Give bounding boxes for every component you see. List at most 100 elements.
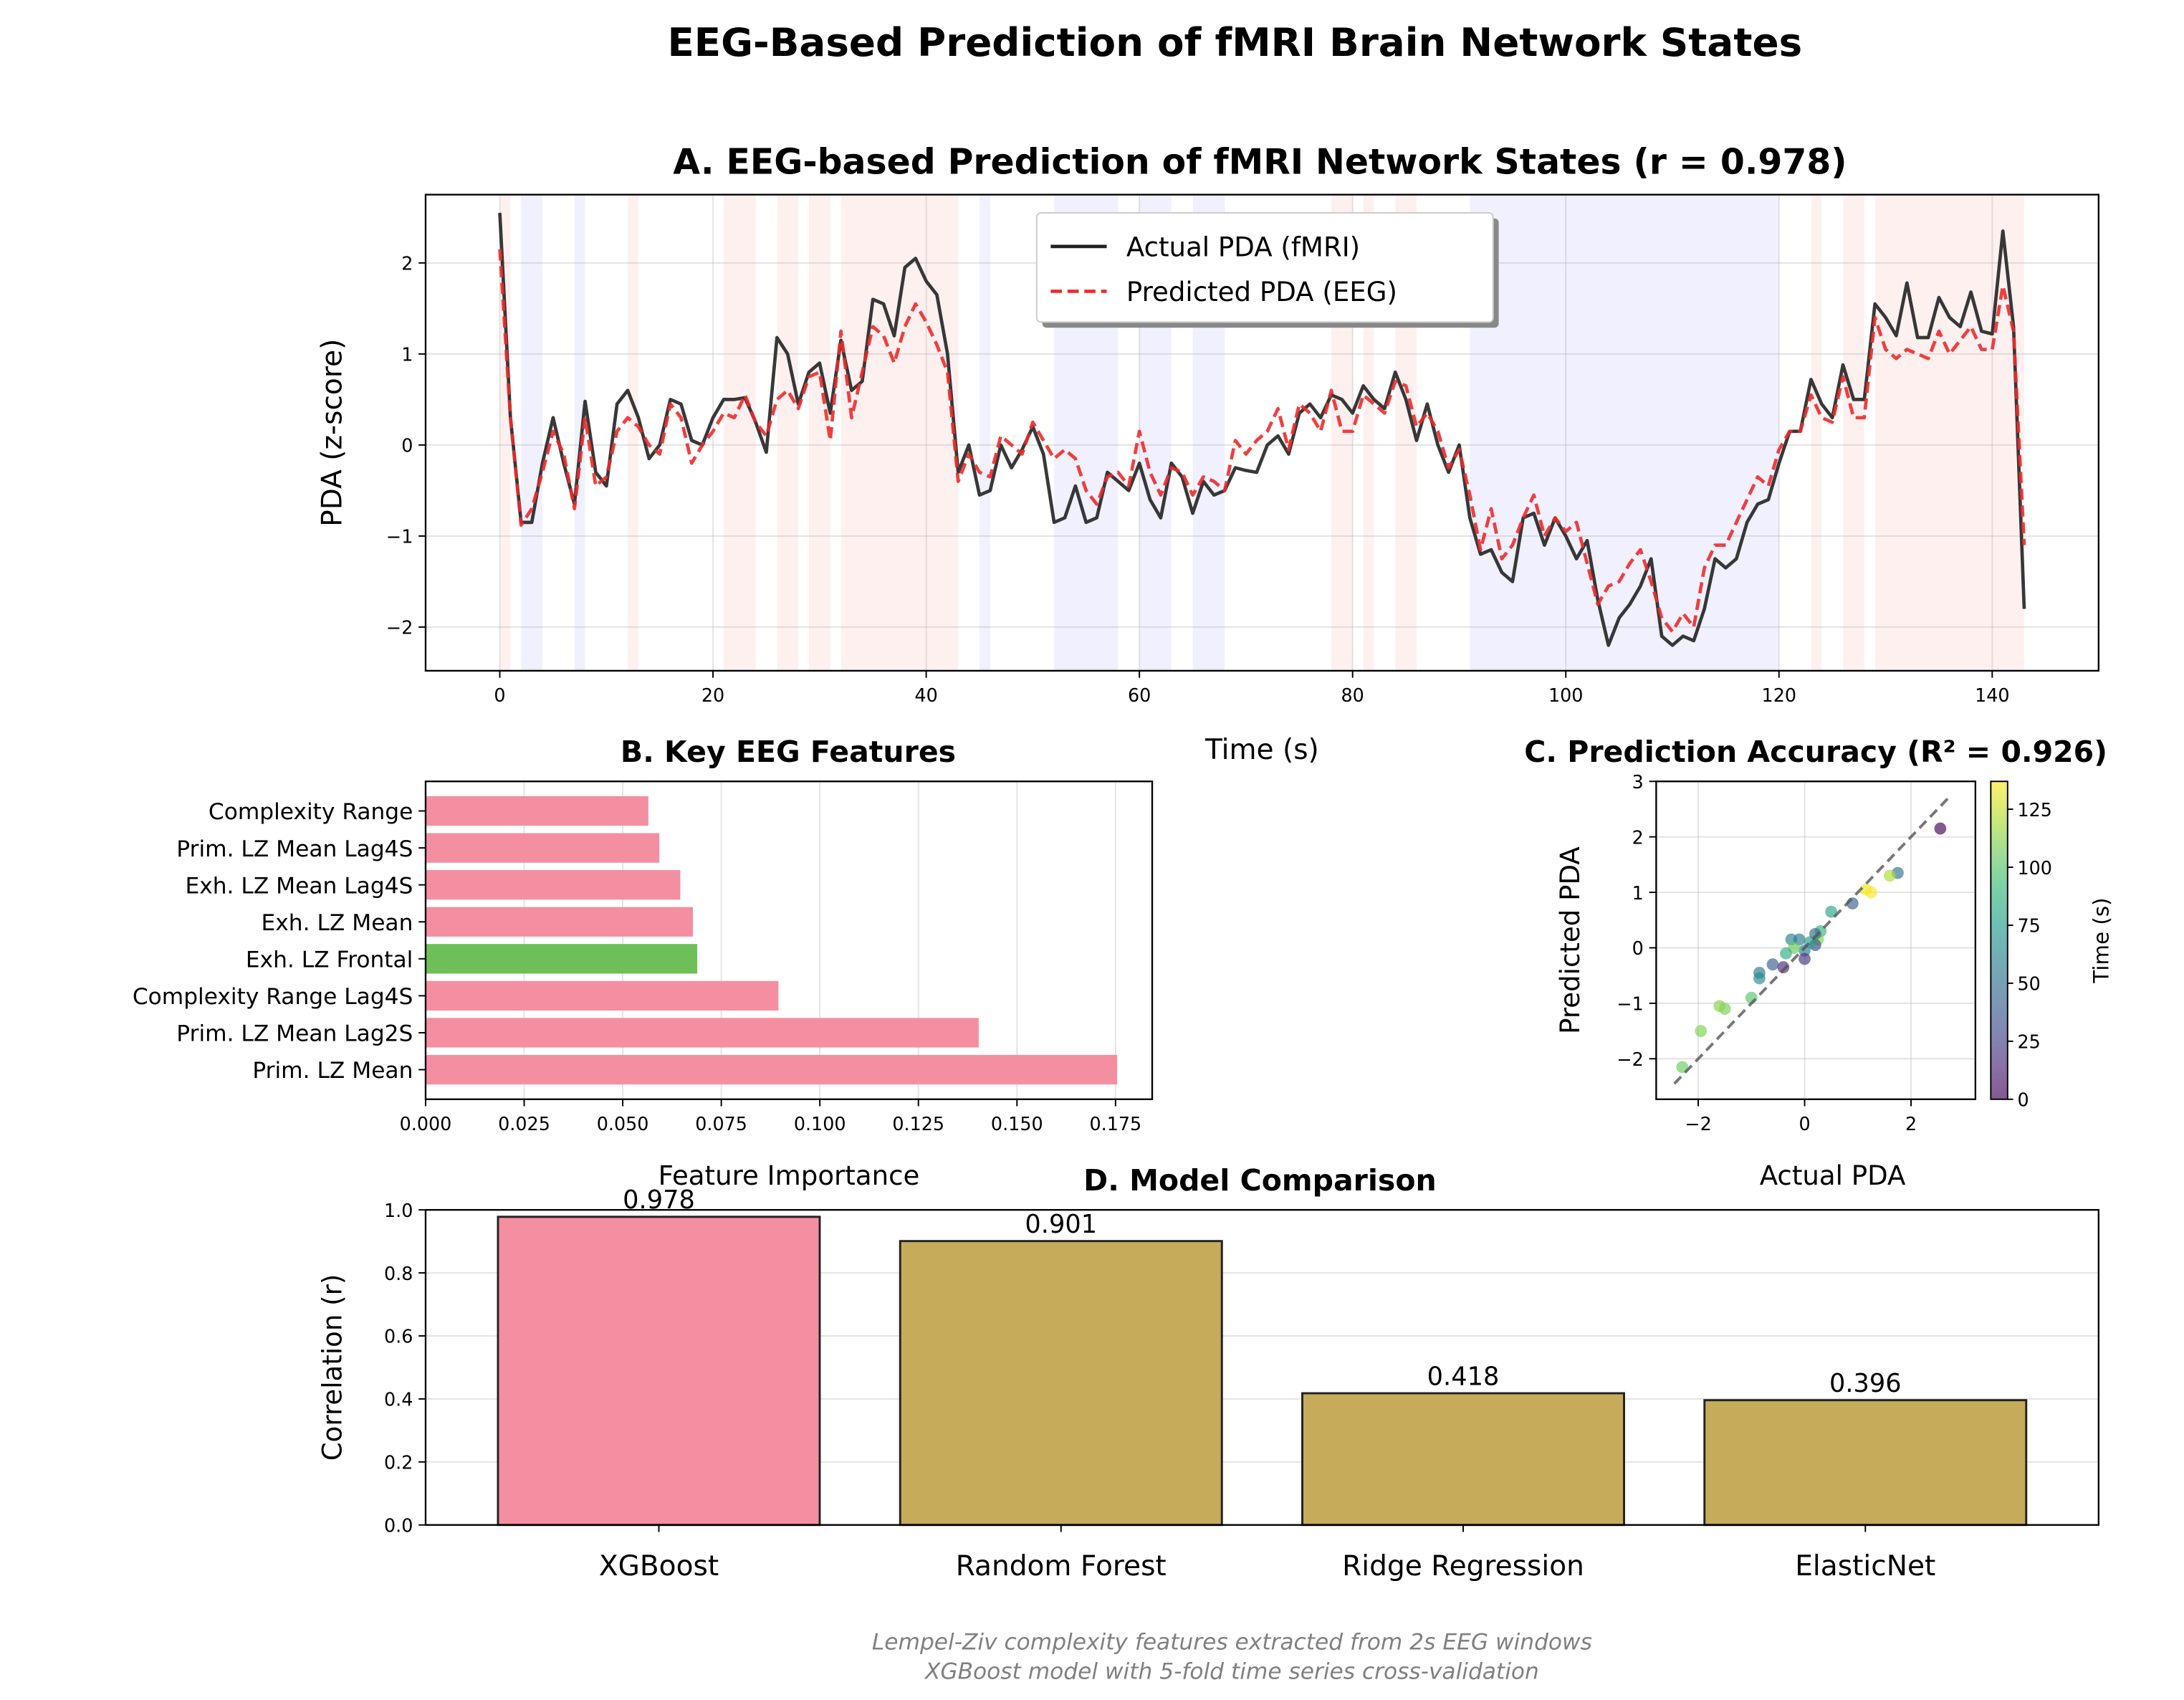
scatter-point <box>1883 869 1896 882</box>
colorbar-tick-label: 0 <box>2017 1089 2029 1111</box>
state-region <box>723 194 756 671</box>
bar <box>425 833 660 863</box>
x-tick-label: 0.000 <box>400 1113 452 1135</box>
bar <box>899 1240 1223 1527</box>
y-tick-label: Prim. LZ Mean Lag2S <box>176 1021 413 1047</box>
x-tick-label: 80 <box>1341 684 1364 706</box>
scatter-point <box>1753 972 1766 985</box>
x-axis-label: Time (s) <box>1204 734 1319 766</box>
y-tick-label: 0 <box>1632 937 1644 959</box>
figure-title: EEG-Based Prediction of fMRI Brain Netwo… <box>667 19 1802 65</box>
series-line <box>498 249 2026 634</box>
y-tick-label: 0.0 <box>384 1515 413 1537</box>
x-tick-label: 0.100 <box>794 1113 846 1135</box>
legend <box>1035 212 1494 323</box>
colorbar-label: Time (s) <box>2089 897 2113 983</box>
scatter-point <box>1676 1061 1689 1074</box>
x-tick-label: 0 <box>494 684 505 706</box>
state-region <box>521 194 543 671</box>
x-axis-label: Actual PDA <box>1760 1160 1906 1191</box>
bar <box>1703 1399 2028 1527</box>
x-tick-label: Random Forest <box>956 1550 1167 1582</box>
bar <box>1301 1392 1625 1527</box>
colorbar-tick-label: 125 <box>2017 799 2051 821</box>
x-tick-label: 0.075 <box>695 1113 747 1135</box>
y-tick-label: 0.2 <box>384 1452 413 1474</box>
axes-frame <box>424 780 1154 1100</box>
y-tick-label: 1 <box>1632 882 1644 904</box>
y-tick-label: 0.8 <box>384 1263 413 1284</box>
bar <box>425 907 694 937</box>
bar <box>425 1018 979 1048</box>
y-tick-label: 1 <box>401 344 413 366</box>
y-tick-label: Exh. LZ Frontal <box>246 947 413 973</box>
colorbar <box>1990 780 2008 1100</box>
scatter-point <box>1799 952 1811 965</box>
x-axis-label: Feature Importance <box>658 1160 920 1191</box>
legend-label: Actual PDA (fMRI) <box>1126 232 1360 263</box>
chart-title: B. Key EEG Features <box>621 735 956 769</box>
x-tick-label: ElasticNet <box>1795 1550 1935 1582</box>
footnote: Lempel-Ziv complexity features extracted… <box>872 1630 1592 1656</box>
y-tick-label: 0 <box>401 435 413 457</box>
state-region <box>499 194 511 671</box>
y-tick-label: Exh. LZ Mean Lag4S <box>186 873 413 899</box>
x-tick-label: Ridge Regression <box>1342 1550 1584 1582</box>
state-region <box>574 194 585 671</box>
x-tick-label: −2 <box>1685 1113 1711 1135</box>
x-tick-label: 100 <box>1548 684 1583 706</box>
y-tick-label: Prim. LZ Mean <box>252 1058 413 1084</box>
bar <box>425 1054 1118 1085</box>
state-region <box>840 194 959 671</box>
axes-frame <box>424 194 2099 672</box>
state-region <box>1843 194 1864 671</box>
y-tick-label: Exh. LZ Mean <box>262 910 413 936</box>
y-tick-label: 1.0 <box>384 1200 413 1221</box>
x-tick-label: 0.025 <box>498 1113 550 1135</box>
x-tick-label: 0 <box>1799 1113 1810 1135</box>
x-tick-label: 0.175 <box>1089 1113 1141 1135</box>
state-region <box>628 194 638 671</box>
y-tick-label: 2 <box>401 253 413 274</box>
axes-frame <box>424 1208 2099 1526</box>
chart-title: C. Prediction Accuracy (R² = 0.926) <box>1524 735 2107 769</box>
x-tick-label: 2 <box>1905 1113 1917 1135</box>
y-tick-label: Complexity Range Lag4S <box>133 984 413 1010</box>
colorbar-tick-label: 25 <box>2017 1031 2040 1053</box>
colorbar-tick-label: 75 <box>2017 915 2040 937</box>
x-tick-label: XGBoost <box>599 1550 719 1582</box>
scatter-point <box>1934 822 1947 835</box>
colorbar-tick-label: 100 <box>2017 857 2051 879</box>
bar <box>425 796 648 826</box>
y-tick-label: 3 <box>1632 771 1644 793</box>
axes-frame <box>1655 780 1977 1100</box>
scatter-point <box>1825 905 1838 918</box>
x-tick-label: 40 <box>914 684 937 706</box>
y-tick-label: −1 <box>1617 993 1643 1015</box>
state-region <box>1470 194 1779 671</box>
x-tick-label: 60 <box>1128 684 1151 706</box>
x-tick-label: 0.125 <box>892 1113 944 1135</box>
y-axis-label: Predicted PDA <box>1555 846 1586 1034</box>
y-tick-label: 0.6 <box>384 1326 413 1347</box>
bar <box>425 944 698 974</box>
bar <box>497 1216 821 1527</box>
colorbar-tick-label: 50 <box>2017 973 2040 995</box>
x-tick-label: 20 <box>701 684 724 706</box>
x-tick-label: 120 <box>1762 684 1796 706</box>
y-axis-label: Correlation (r) <box>317 1274 348 1461</box>
y-tick-label: −1 <box>386 526 413 548</box>
value-label: 0.901 <box>1025 1210 1097 1239</box>
scatter-point <box>1766 958 1779 971</box>
y-axis-label: PDA (z-score) <box>317 339 349 527</box>
value-label: 0.418 <box>1427 1362 1500 1391</box>
y-tick-label: Complexity Range <box>209 799 413 825</box>
chart-title: D. Model Comparison <box>1083 1163 1437 1198</box>
bar <box>425 870 681 900</box>
identity-line <box>1673 794 1953 1085</box>
y-tick-label: Prim. LZ Mean Lag4S <box>176 836 413 862</box>
y-tick-label: 2 <box>1632 826 1644 848</box>
footnote: XGBoost model with 5-fold time series cr… <box>924 1659 1539 1685</box>
state-region <box>808 194 830 671</box>
